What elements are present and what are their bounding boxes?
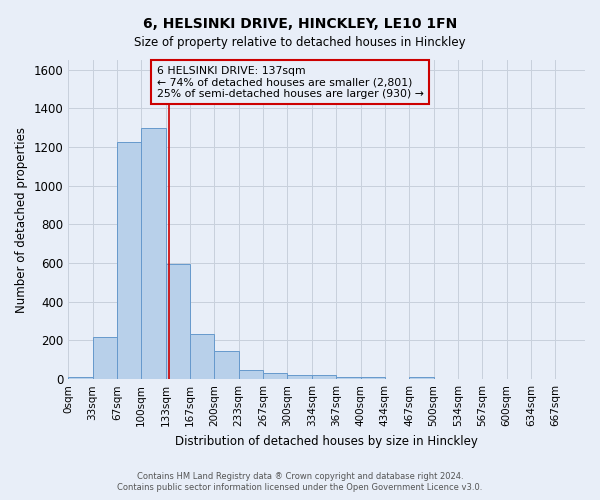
- Bar: [117, 142, 141, 379]
- Bar: [214, 351, 239, 379]
- Bar: [190, 334, 214, 379]
- Text: 6 HELSINKI DRIVE: 137sqm
← 74% of detached houses are smaller (2,801)
25% of sem: 6 HELSINKI DRIVE: 137sqm ← 74% of detach…: [157, 66, 424, 99]
- Text: Contains public sector information licensed under the Open Government Licence v3: Contains public sector information licen…: [118, 483, 482, 492]
- Text: Contains HM Land Registry data ® Crown copyright and database right 2024.: Contains HM Land Registry data ® Crown c…: [137, 472, 463, 481]
- Bar: [287, 375, 312, 379]
- Bar: [141, 128, 166, 379]
- Bar: [361, 377, 385, 379]
- Bar: [239, 370, 263, 379]
- Bar: [68, 377, 92, 379]
- Bar: [336, 377, 361, 379]
- Text: Size of property relative to detached houses in Hinckley: Size of property relative to detached ho…: [134, 36, 466, 49]
- Bar: [166, 264, 190, 379]
- Bar: [263, 374, 287, 379]
- Bar: [92, 336, 117, 379]
- Text: 6, HELSINKI DRIVE, HINCKLEY, LE10 1FN: 6, HELSINKI DRIVE, HINCKLEY, LE10 1FN: [143, 18, 457, 32]
- X-axis label: Distribution of detached houses by size in Hinckley: Distribution of detached houses by size …: [175, 434, 478, 448]
- Bar: [409, 377, 434, 379]
- Bar: [312, 375, 336, 379]
- Y-axis label: Number of detached properties: Number of detached properties: [15, 126, 28, 312]
